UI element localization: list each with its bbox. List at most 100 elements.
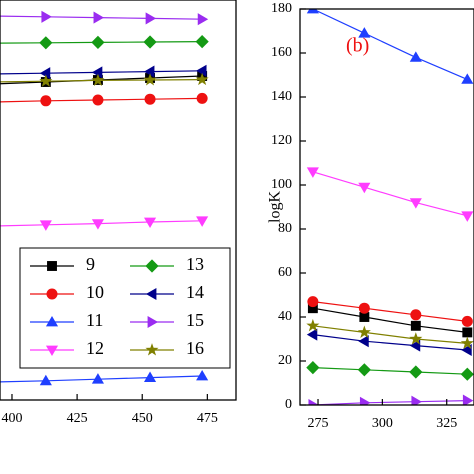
marker	[91, 35, 105, 49]
series-line	[312, 9, 468, 80]
marker	[410, 320, 421, 331]
marker	[143, 73, 157, 86]
marker	[409, 51, 422, 62]
y-tick-label: 160	[271, 45, 292, 60]
marker	[462, 327, 473, 338]
marker	[45, 345, 59, 357]
marker	[358, 27, 371, 38]
marker	[195, 72, 209, 86]
series-line	[312, 301, 468, 322]
marker	[358, 302, 370, 314]
x-tick-label: 325	[436, 416, 457, 431]
marker	[461, 73, 474, 84]
marker	[145, 287, 157, 301]
legend-label: 11	[86, 310, 103, 330]
marker	[461, 315, 473, 327]
y-tick-label: 0	[285, 397, 292, 412]
x-tick-label: 275	[308, 416, 329, 431]
y-tick-label: 40	[278, 309, 292, 324]
y-tick-label: 180	[271, 1, 292, 16]
x-tick-label: 400	[1, 411, 22, 426]
marker	[307, 303, 318, 314]
marker	[410, 309, 422, 321]
marker	[91, 219, 104, 230]
marker	[91, 66, 103, 79]
plot-frame	[299, 8, 474, 406]
marker	[39, 67, 51, 80]
plot-area	[0, 10, 209, 386]
plot-area	[306, 9, 474, 405]
y-tick-label: 100	[271, 177, 292, 192]
marker	[306, 328, 318, 341]
marker	[39, 74, 53, 87]
marker	[196, 216, 209, 227]
y-tick-label: 120	[271, 133, 292, 148]
series-line	[312, 325, 468, 344]
marker	[307, 296, 319, 308]
marker	[460, 336, 474, 349]
marker	[39, 220, 52, 231]
x-tick-label: 450	[132, 411, 153, 426]
marker	[306, 167, 319, 178]
series-line	[312, 334, 468, 351]
legend-label: 14	[186, 282, 204, 302]
marker	[196, 92, 208, 104]
marker	[308, 398, 319, 405]
marker	[462, 394, 474, 405]
marker	[409, 365, 423, 379]
y-tick-label: 140	[271, 89, 292, 104]
marker	[460, 367, 474, 381]
series-line	[312, 171, 468, 217]
marker	[357, 363, 371, 377]
marker	[196, 64, 207, 77]
legend-label: 12	[86, 338, 104, 358]
series-line	[312, 367, 468, 375]
series-line	[312, 307, 468, 333]
marker	[409, 332, 423, 345]
marker	[144, 93, 156, 105]
legend-label: 16	[186, 338, 204, 358]
marker	[196, 369, 209, 381]
marker	[39, 374, 52, 386]
marker	[93, 11, 104, 24]
marker	[306, 361, 320, 375]
y-tick-label: 60	[278, 265, 292, 280]
marker	[91, 73, 105, 86]
legend-label: 13	[186, 254, 204, 274]
marker	[357, 325, 371, 338]
marker	[45, 315, 59, 327]
series-line	[312, 400, 468, 405]
marker	[306, 9, 319, 14]
marker	[358, 182, 371, 194]
marker	[143, 65, 155, 78]
x-tick-label: 425	[67, 411, 88, 426]
marker	[41, 10, 52, 23]
marker	[195, 35, 209, 49]
y-tick-label: 20	[278, 353, 292, 368]
plot-frame	[0, 0, 237, 401]
legend-label: 15	[186, 310, 204, 330]
y-axis-label: logK	[267, 191, 284, 223]
marker	[143, 371, 157, 382]
marker	[92, 94, 104, 106]
marker	[358, 335, 369, 348]
marker	[40, 95, 52, 107]
marker	[145, 259, 159, 273]
marker	[39, 36, 53, 50]
x-tick-label: 300	[372, 416, 393, 431]
x-tick-label: 475	[197, 411, 218, 426]
marker	[147, 315, 159, 329]
marker	[461, 211, 474, 222]
marker	[197, 13, 209, 26]
marker	[411, 395, 422, 405]
y-tick-label: 80	[278, 221, 292, 236]
marker	[145, 12, 157, 25]
marker	[359, 312, 370, 322]
legend-label: 10	[86, 282, 104, 302]
marker	[91, 373, 104, 384]
annotation: (b)	[346, 35, 369, 57]
marker	[143, 35, 157, 49]
marker	[47, 261, 57, 271]
